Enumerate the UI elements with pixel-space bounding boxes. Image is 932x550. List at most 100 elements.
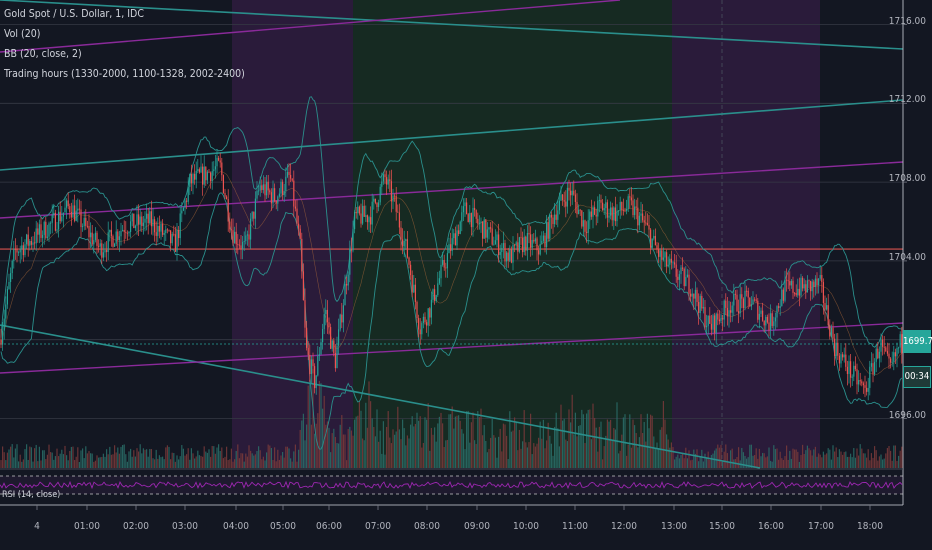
volume-bar — [581, 409, 583, 468]
volume-indicator-label[interactable]: Vol (20) — [4, 28, 41, 40]
volume-bar — [699, 456, 701, 468]
volume-bar — [402, 419, 404, 468]
volume-bar — [878, 456, 880, 468]
volume-bar — [483, 425, 485, 468]
volume-bar — [718, 447, 720, 468]
candle-body — [136, 214, 138, 226]
volume-bar — [328, 427, 330, 468]
candle-body — [566, 187, 568, 207]
candle-body — [595, 214, 597, 217]
candle-body — [528, 232, 530, 235]
chart-legend: Gold Spot / U.S. Dollar, 1, IDC Vol (20)… — [4, 4, 245, 84]
volume-bar — [333, 428, 335, 468]
candle-body — [301, 238, 303, 272]
candle-body — [864, 385, 866, 388]
volume-bar — [269, 445, 271, 468]
volume-bar — [317, 413, 319, 468]
candle-body — [3, 318, 5, 331]
candle-body — [741, 294, 743, 299]
candle-body — [467, 214, 469, 223]
candle-body — [48, 223, 50, 237]
candle-body — [363, 205, 365, 217]
volume-bar — [302, 413, 304, 468]
candle-body — [658, 249, 660, 257]
candle-body — [163, 232, 165, 235]
volume-bar — [486, 452, 488, 468]
volume-bar — [634, 425, 636, 468]
candle-body — [816, 278, 818, 286]
candle-body — [544, 235, 546, 247]
candle-body — [594, 207, 596, 215]
candle-body — [214, 166, 216, 170]
candle-body — [88, 225, 90, 238]
volume-bar — [643, 422, 645, 468]
candle-body — [790, 280, 792, 286]
candle-body — [51, 214, 53, 223]
volume-bar — [578, 425, 580, 468]
candle-body — [874, 361, 876, 375]
candle-body — [72, 205, 74, 218]
symbol-title[interactable]: Gold Spot / U.S. Dollar, 1, IDC — [4, 8, 144, 20]
sessions-indicator-label[interactable]: Trading hours (1330-2000, 1100-1328, 200… — [4, 68, 245, 80]
volume-bar — [339, 424, 341, 468]
volume-bar — [542, 419, 544, 468]
candle-body — [338, 329, 340, 346]
candle-body — [520, 237, 522, 239]
bollinger-indicator-label[interactable]: BB (20, close, 2) — [4, 48, 82, 60]
candle-body — [568, 187, 570, 191]
volume-bar — [462, 433, 464, 468]
volume-bar — [315, 423, 317, 468]
candle-body — [718, 319, 720, 322]
volume-bar — [184, 455, 186, 468]
candle-body — [274, 188, 276, 201]
volume-bar — [696, 449, 698, 468]
volume-bar — [496, 457, 498, 468]
volume-bar — [435, 441, 437, 468]
candle-body — [414, 284, 416, 302]
candle-body — [862, 383, 864, 386]
candle-body — [434, 289, 436, 301]
candle-body — [886, 351, 888, 354]
candle-body — [736, 294, 738, 312]
volume-bar — [749, 444, 751, 468]
volume-bar — [304, 440, 306, 468]
volume-bar — [389, 437, 391, 468]
candle-body — [480, 221, 482, 223]
volume-bar — [283, 457, 285, 468]
candle-body — [662, 257, 664, 260]
volume-bar — [258, 446, 260, 468]
volume-bar — [624, 414, 626, 468]
volume-bar — [106, 449, 108, 468]
volume-bar — [112, 454, 114, 468]
volume-bar — [176, 455, 178, 468]
candle-body — [702, 307, 704, 309]
time-axis-area — [0, 505, 932, 550]
candle-body — [509, 249, 511, 261]
candle-body — [486, 229, 488, 238]
candle-body — [757, 300, 759, 320]
volume-bar — [131, 456, 133, 468]
volume-bar — [326, 421, 328, 468]
volume-bar — [662, 401, 664, 468]
candle-body — [838, 355, 840, 364]
candle-body — [272, 188, 274, 204]
volume-bar — [600, 421, 602, 468]
volume-bar — [195, 456, 197, 468]
volume-bar — [528, 442, 530, 468]
volume-bar — [378, 441, 380, 468]
rsi-label[interactable]: RSI (14, close) — [2, 490, 61, 500]
volume-bar — [762, 452, 764, 468]
time-label: 08:00 — [414, 521, 440, 532]
candle-body — [776, 306, 778, 318]
volume-bar — [128, 451, 130, 468]
volume-bar — [334, 436, 336, 468]
candle-body — [346, 283, 348, 286]
volume-bar — [822, 451, 824, 468]
candle-body — [120, 230, 122, 237]
candle-body — [870, 363, 872, 367]
candle-body — [614, 207, 616, 222]
candle-body — [470, 213, 472, 228]
candle-body — [226, 196, 228, 200]
volume-bar — [213, 446, 215, 468]
